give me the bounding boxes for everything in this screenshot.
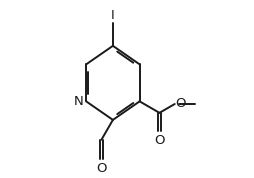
- Text: O: O: [96, 162, 107, 175]
- Text: N: N: [73, 95, 83, 108]
- Text: I: I: [111, 9, 115, 22]
- Text: O: O: [176, 97, 186, 110]
- Text: O: O: [154, 134, 165, 147]
